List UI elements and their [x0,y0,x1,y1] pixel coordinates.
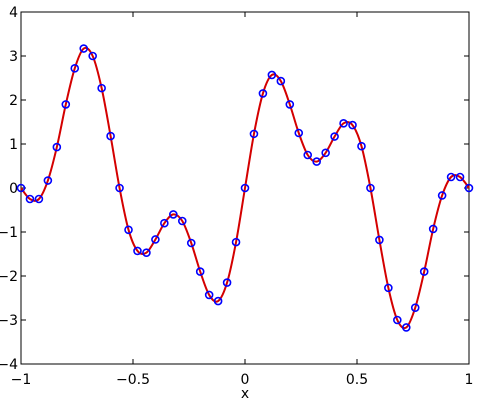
marker [43,176,53,185]
marker [16,183,26,193]
marker [124,225,133,235]
x-axis-label: x [241,386,249,402]
marker [366,183,375,193]
y-tick-label: −3 [0,313,18,329]
marker [294,128,304,138]
marker [303,150,313,160]
marker [428,224,438,234]
marker [204,290,214,300]
marker [321,148,330,158]
marker [464,183,474,193]
marker [437,191,447,200]
marker [70,64,80,73]
marker [25,194,35,204]
marker [410,303,420,312]
x-tick-label: 0 [241,372,250,388]
marker [52,142,62,152]
marker [142,248,151,257]
marker [357,141,366,151]
marker [34,194,44,204]
x-tick-label: −1 [11,372,32,388]
marker [419,267,429,276]
marker [348,120,357,130]
marker [285,100,295,109]
marker [177,216,187,226]
marker [97,83,106,93]
y-tick-label: 3 [9,49,18,65]
marker [276,76,286,86]
y-tick-label: −1 [0,225,18,241]
marker [222,278,232,287]
y-tick-label: 2 [9,93,18,109]
marker [401,323,411,332]
marker [213,296,223,306]
marker [258,89,268,98]
marker [195,267,205,276]
marker [249,129,259,139]
marker [455,172,465,182]
marker [115,183,124,193]
marker [79,44,89,53]
marker [169,210,178,219]
y-tick-label: 1 [9,137,18,153]
y-tick-label: −4 [0,357,18,373]
x-tick-label: −0.5 [116,372,150,388]
marker [384,283,393,293]
marker [88,51,97,61]
marker [231,237,241,247]
marker [151,235,160,244]
marker [240,183,250,193]
x-tick-label: 1 [465,372,474,388]
y-tick-label: 0 [9,181,18,197]
marker [106,131,115,141]
marker [375,235,384,245]
marker [267,70,277,80]
marker [312,157,321,166]
marker [446,172,456,182]
marker [330,132,339,141]
marker [186,238,196,248]
y-tick-label: −2 [0,269,18,285]
marker [61,100,71,109]
marker [133,246,142,256]
marker [393,315,402,325]
curve [20,46,470,330]
marker [160,218,169,228]
marker [339,119,348,128]
x-tick-label: 0.5 [346,372,368,388]
y-tick-label: 4 [9,5,18,21]
